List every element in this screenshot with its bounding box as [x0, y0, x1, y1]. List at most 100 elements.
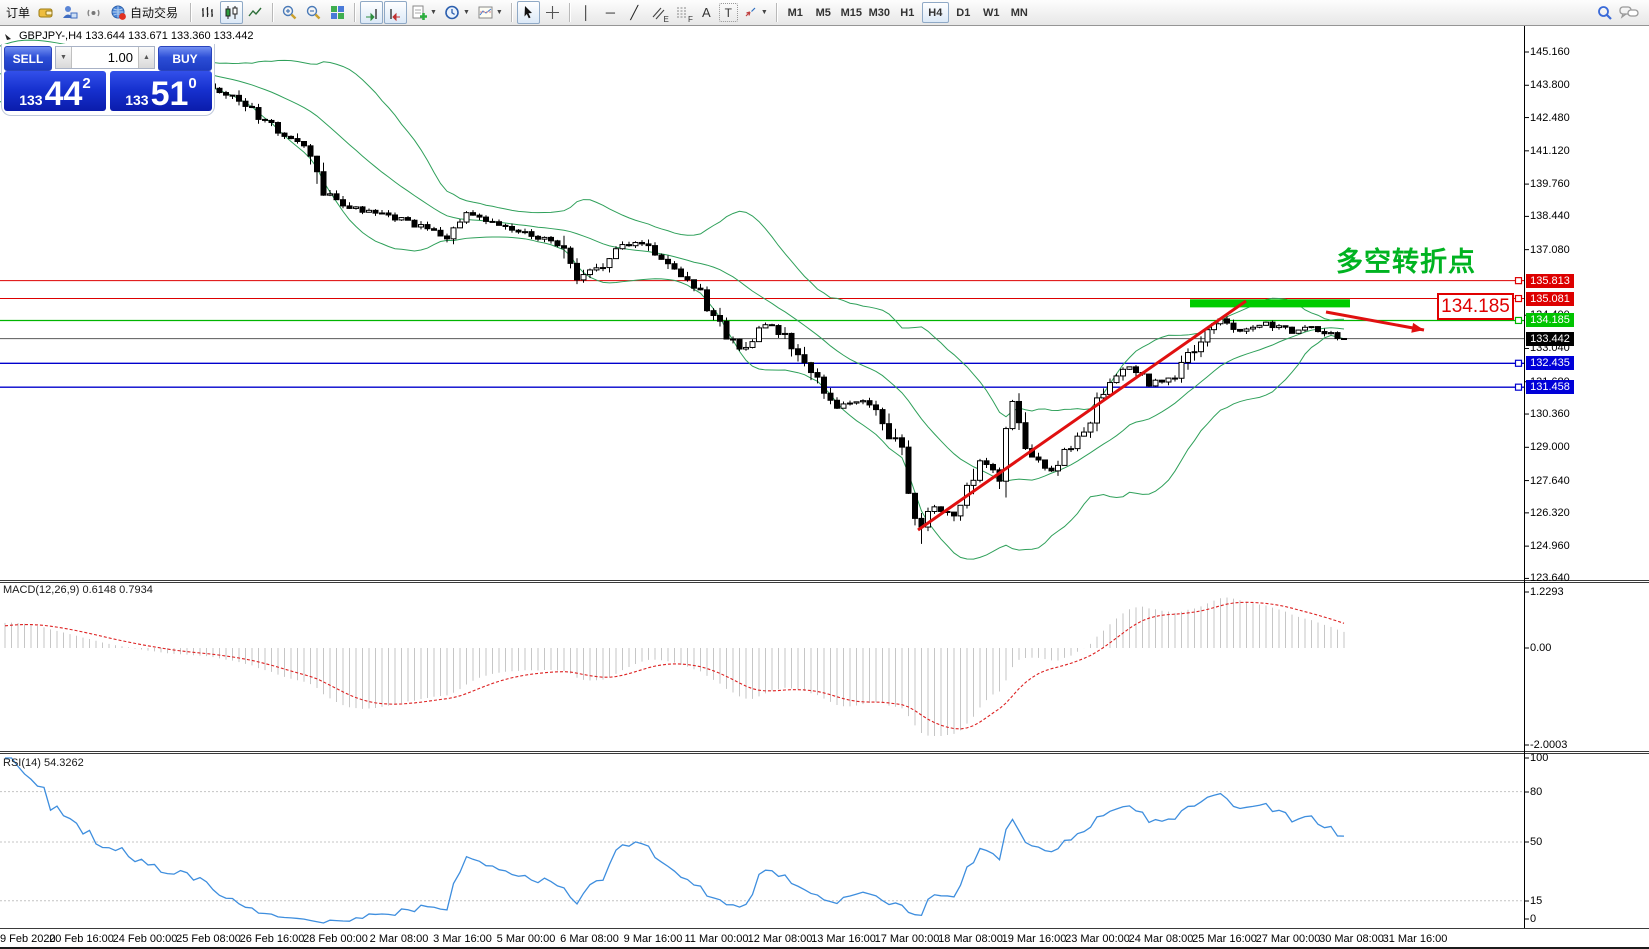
signal-icon[interactable]: [82, 1, 105, 24]
time-axis-label: 25 Mar 16:00: [1192, 933, 1257, 945]
time-axis-label: 23 Mar 00:00: [1065, 933, 1130, 945]
search-icon[interactable]: [1593, 1, 1616, 24]
tab-timeframe-h1[interactable]: H1: [900, 6, 915, 19]
toolbar-separator: [190, 3, 192, 22]
line-chart-mode-button[interactable]: [244, 1, 267, 24]
time-axis: 9 Feb 2020 20 Feb 16:00 24 Feb 00:00 25 Feb…: [0, 933, 1530, 947]
turning-point-annotation: 多空转折点: [1336, 247, 1476, 277]
new-order-button[interactable]: 订单: [6, 6, 31, 20]
tab-timeframe-m15[interactable]: M15: [840, 6, 862, 19]
tab-timeframe-m30[interactable]: M30: [868, 6, 890, 19]
toolbar-separator: [775, 3, 777, 22]
time-axis-label: 5 Mar 00:00: [496, 933, 556, 945]
buy-price-pip: 0: [188, 75, 197, 92]
arrows-tool-button[interactable]: ▼: [739, 1, 771, 24]
tab-timeframe-w1[interactable]: W1: [983, 6, 1000, 19]
symbol-bar: GBPJPY-,H4 133.644 133.671 133.360 133.4…: [4, 30, 253, 42]
tab-timeframe-h4[interactable]: H4: [921, 2, 949, 23]
autotrade-button[interactable]: 自动交易: [106, 1, 185, 24]
sell-price-display[interactable]: 133 44 2: [4, 71, 106, 111]
time-axis-label: 27 Mar 00:00: [1255, 933, 1321, 945]
toolbar-separator: [354, 3, 356, 22]
symbol-ohlc-text: GBPJPY-,H4 133.644 133.671 133.360 133.4…: [19, 30, 254, 42]
tab-timeframe-mn[interactable]: MN: [1010, 6, 1028, 19]
tab-timeframe-m5[interactable]: M5: [815, 6, 831, 19]
chart-shift-button[interactable]: [384, 1, 408, 24]
toolbar-separator: [272, 3, 274, 22]
rsi-label: RSI(14) 54.3262: [3, 757, 84, 769]
channel-tool-letter: E: [663, 15, 669, 24]
time-axis-label: 13 Mar 16:00: [811, 933, 876, 945]
time-axis-label: 17 Mar 00:00: [874, 933, 940, 945]
time-axis-label: 9 Feb 2020: [0, 933, 56, 945]
dropdown-arrow-icon: ▼: [495, 9, 503, 16]
time-axis-label: 26 Feb 16:00: [239, 933, 305, 945]
time-axis-label: 18 Mar 08:00: [938, 933, 1003, 945]
macd-label: MACD(12,26,9) 0.6148 0.7934: [3, 584, 153, 596]
toolbar-separator: [510, 3, 512, 22]
zoom-in-button[interactable]: [278, 1, 301, 24]
sell-button[interactable]: SELL: [4, 46, 52, 71]
indicators-button[interactable]: ▼: [408, 1, 440, 24]
tab-timeframe-d1[interactable]: D1: [956, 6, 971, 19]
price-level-label: 134.185: [1437, 293, 1514, 320]
chart-pointer-icon: [5, 34, 11, 40]
wallet-icon[interactable]: [34, 1, 57, 24]
buy-button[interactable]: BUY: [158, 46, 212, 71]
time-axis-label: 24 Mar 08:00: [1128, 933, 1194, 945]
zoom-out-button[interactable]: [302, 1, 325, 24]
time-axis-label: 2 Mar 08:00: [369, 933, 429, 945]
text-label-tool-button[interactable]: T: [718, 3, 738, 22]
upload-center-icon[interactable]: [58, 1, 81, 24]
buy-price-prefix: 133: [125, 91, 149, 108]
periods-button[interactable]: ▼: [441, 1, 473, 24]
autotrade-icon: [111, 5, 126, 20]
fibonacci-tool-letter: F: [687, 15, 693, 24]
toolbar-separator: [568, 3, 570, 22]
dropdown-arrow-icon: ▼: [462, 9, 470, 16]
time-axis-label: 25 Feb 08:00: [176, 933, 241, 945]
time-axis-label: 12 Mar 08:00: [747, 933, 813, 945]
buy-price-big: 51: [150, 74, 189, 113]
dropdown-arrow-icon: ▼: [430, 9, 437, 16]
equidistant-channel-tool-button[interactable]: E: [647, 1, 670, 24]
chat-icon[interactable]: [1617, 1, 1640, 24]
autotrade-label: 自动交易: [130, 6, 179, 20]
time-axis-label: 6 Mar 08:00: [560, 933, 619, 945]
auto-scroll-button[interactable]: [360, 1, 384, 24]
volume-value[interactable]: 1.00: [107, 50, 133, 65]
tile-windows-button[interactable]: [326, 1, 349, 24]
dropdown-arrow-icon: ▼: [760, 9, 768, 16]
time-axis-label: 3 Mar 16:00: [433, 933, 492, 945]
buy-price-display[interactable]: 133 51 0: [110, 71, 212, 111]
time-axis-label: 20 Feb 16:00: [49, 933, 114, 945]
trendline-tool-button[interactable]: ╱: [630, 5, 639, 20]
fibonacci-tool-button[interactable]: F: [671, 1, 694, 24]
one-click-trading-panel: SELL ▼ 1.00 ▲ BUY 133 44 2 133 51 0: [1, 44, 215, 116]
volume-increase-button[interactable]: ▲: [138, 47, 154, 68]
cursor-tool-button[interactable]: [516, 1, 540, 24]
toolbar: 订单 自动交易 ▼ ▼ ▼ │ ─ ╱ E F A T ▼ M1: [0, 0, 1649, 26]
text-tool-button[interactable]: A: [702, 5, 711, 20]
volume-decrease-button[interactable]: ▼: [56, 47, 72, 68]
candlestick-mode-button[interactable]: [220, 1, 244, 24]
time-axis-label: 11 Mar 00:00: [684, 933, 749, 945]
time-axis-label: 30 Mar 08:00: [1319, 933, 1384, 945]
horizontal-line-tool-button[interactable]: ─: [605, 5, 615, 20]
sell-price-prefix: 133: [19, 91, 43, 108]
bar-chart-mode-button[interactable]: [196, 1, 219, 24]
time-axis-label: 24 Feb 00:00: [112, 933, 178, 945]
vertical-line-tool-button[interactable]: │: [582, 5, 591, 20]
time-axis-label: 28 Feb 00:00: [303, 933, 368, 945]
sell-price-big: 44: [44, 74, 83, 113]
time-axis-label: 9 Mar 16:00: [623, 933, 683, 945]
sell-price-pip: 2: [82, 75, 91, 92]
crosshair-tool-button[interactable]: [541, 1, 564, 24]
time-axis-label: 19 Mar 16:00: [1001, 933, 1067, 945]
templates-button[interactable]: ▼: [474, 1, 506, 24]
time-axis-label: 31 Mar 16:00: [1382, 933, 1448, 945]
volume-stepper: ▼ 1.00 ▲: [55, 46, 155, 69]
tab-timeframe-m1[interactable]: M1: [787, 6, 803, 19]
